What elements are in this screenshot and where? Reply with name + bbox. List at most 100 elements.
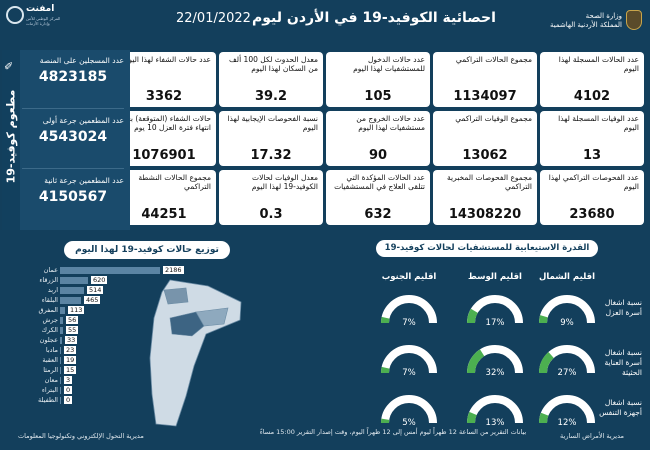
capacity-gauge: 7% bbox=[378, 342, 440, 386]
governorate-count: 55 bbox=[66, 326, 79, 334]
stat-label: مجموع الحالات النشطة التراكمي bbox=[138, 173, 211, 191]
governorate-name: الزرقاء bbox=[39, 276, 58, 284]
gauge-arc bbox=[466, 295, 523, 324]
governorate-name: العقبة bbox=[42, 356, 58, 364]
governorate-name: اربد bbox=[47, 286, 58, 294]
governorate-count: 465 bbox=[84, 296, 101, 304]
governorate-count: 15 bbox=[64, 366, 77, 374]
stat-value: 13062 bbox=[462, 148, 508, 163]
gauge-percent: 12% bbox=[557, 418, 577, 428]
stat-card: عدد الحالات المؤكدة التي تتلقى العلاج في… bbox=[326, 170, 430, 225]
capacity-gauge: 17% bbox=[464, 292, 526, 336]
stat-card: مجموع الوفيات التراكمي 13062 bbox=[433, 111, 537, 166]
jordan-map bbox=[149, 279, 242, 427]
governorate-row: جرش 56 bbox=[18, 316, 168, 326]
gauge-percent: 27% bbox=[557, 368, 577, 378]
governorate-bar bbox=[60, 357, 61, 364]
stat-label: مجموع الحالات التراكمي bbox=[455, 55, 532, 64]
governorate-count: 23 bbox=[64, 346, 77, 354]
gauge-arc bbox=[539, 345, 595, 374]
governorate-bar bbox=[60, 327, 63, 334]
governorate-bar bbox=[60, 397, 61, 404]
governorate-bar bbox=[60, 317, 63, 324]
stat-value: 17.32 bbox=[250, 148, 292, 163]
footer-right: مديرية الأمراض السارية bbox=[560, 432, 624, 440]
gauge-percent: 32% bbox=[485, 368, 505, 378]
gauge-percent: 17% bbox=[485, 318, 505, 328]
governorate-count: 3 bbox=[64, 376, 73, 384]
stat-value: 23680 bbox=[569, 207, 615, 222]
stat-value: 14308220 bbox=[448, 207, 522, 222]
governorate-name: الكرك bbox=[41, 326, 58, 334]
report-date: 22/01/2022 bbox=[176, 11, 251, 26]
governorate-row: معان 3 bbox=[18, 376, 168, 386]
governorate-count: 514 bbox=[87, 286, 104, 294]
stat-value: 0.3 bbox=[259, 207, 283, 222]
gauge-track bbox=[467, 395, 523, 424]
stat-label: عدد حالات الخروج من مستشفيات لهذا اليوم bbox=[356, 114, 425, 132]
governorate-row: العقبة 19 bbox=[18, 356, 168, 366]
gauge-fill bbox=[538, 315, 548, 324]
vaccination-side-bar: مطعوم كوفيد-19 bbox=[2, 50, 20, 230]
gauge-arc bbox=[381, 395, 437, 424]
stat-value: 3362 bbox=[145, 89, 183, 104]
capacity-row-label: نسبة اشغال أسرة العزل bbox=[604, 298, 642, 317]
governorate-bar bbox=[60, 277, 88, 284]
governorate-count: 19 bbox=[64, 356, 77, 364]
gauge-fill bbox=[467, 349, 485, 374]
stats-cards: عدد الحالات المسجلة لهذا اليوم 4102 مجموع … bbox=[74, 52, 648, 230]
gauge-arc bbox=[467, 345, 523, 374]
brand-name: امفنت bbox=[26, 4, 55, 14]
ministry-name: وزارة الصحة المملكة الأردنية الهاشمية bbox=[550, 12, 622, 30]
brand-subtitle: المركز الوطني للأمن وإدارة الأزمات bbox=[26, 16, 61, 26]
stat-card: عدد حالات الخروج من مستشفيات لهذا اليوم 9… bbox=[326, 111, 430, 166]
stat-label: عدد الحالات المؤكدة التي تتلقى العلاج في… bbox=[334, 173, 425, 191]
vac-value: 4543024 bbox=[38, 129, 108, 145]
gauge-arc bbox=[466, 395, 523, 424]
stat-card: عدد الحالات المسجلة لهذا اليوم 4102 bbox=[540, 52, 644, 107]
governorate-name: عمان bbox=[43, 266, 58, 274]
governorate-bar bbox=[60, 307, 65, 314]
gauge-arc bbox=[381, 295, 437, 324]
governorate-name: عجلون bbox=[39, 336, 58, 344]
governorate-row: الطفيلة 0 bbox=[18, 396, 168, 406]
ministry-crest-icon bbox=[626, 10, 642, 30]
gauge-track bbox=[381, 295, 437, 324]
vac-value: 4823185 bbox=[38, 69, 108, 85]
governorate-name: الطفيلة bbox=[37, 396, 58, 404]
governorates-title: توزيع حالات كوفيد-19 لهذا اليوم bbox=[64, 241, 230, 259]
governorate-row: عمان 2186 bbox=[18, 266, 184, 276]
governorate-name: الرمثا bbox=[43, 366, 58, 374]
syringe-icon: ✐ bbox=[4, 60, 14, 73]
stat-card: مجموع الفحوصات المخبرية التراكمي 14308220 bbox=[433, 170, 537, 225]
vac-value: 4150567 bbox=[38, 189, 108, 205]
governorate-bar bbox=[60, 347, 61, 354]
capacity-gauge: 12% bbox=[536, 392, 598, 436]
capacity-gauge: 13% bbox=[464, 392, 526, 436]
vac-label: عدد المسجلين على المنصة bbox=[39, 56, 124, 65]
governorate-name: مادبا bbox=[45, 346, 58, 354]
divider bbox=[22, 108, 124, 109]
capacity-gauge: 5% bbox=[378, 392, 440, 436]
map-region-irbid bbox=[163, 287, 189, 305]
governorate-row: مادبا 23 bbox=[18, 346, 168, 356]
governorate-bar bbox=[60, 367, 61, 374]
stat-card: نسبة الفحوصات الإيجابية لهذا اليوم 17.32 bbox=[219, 111, 323, 166]
gauge-track bbox=[381, 345, 437, 374]
gauge-percent: 9% bbox=[560, 318, 574, 328]
stat-label: عدد حالات الشفاء لهذا اليوم bbox=[123, 55, 211, 64]
governorate-name: المفرق bbox=[38, 306, 58, 314]
capacity-gauge: 32% bbox=[464, 342, 526, 386]
stat-value: 1076901 bbox=[132, 148, 196, 163]
gauge-track bbox=[539, 395, 595, 424]
stat-label: مجموع الوفيات التراكمي bbox=[455, 114, 532, 123]
governorate-row: اربد 514 bbox=[18, 286, 168, 296]
stat-card: معدل الوفيات لحالات الكوفيد-19 لهذا اليو… bbox=[219, 170, 323, 225]
gauge-percent: 7% bbox=[402, 368, 416, 378]
vaccination-side-title: مطعوم كوفيد-19 bbox=[4, 89, 18, 184]
governorate-row: المفرق 113 bbox=[18, 306, 168, 316]
governorate-count: 0 bbox=[64, 396, 73, 404]
gauge-fill bbox=[466, 411, 477, 424]
governorate-row: البتراء 0 bbox=[18, 386, 168, 396]
vaccination-panel: مطعوم كوفيد-19 ✐ عدد المسجلين على المنصة… bbox=[2, 50, 130, 230]
